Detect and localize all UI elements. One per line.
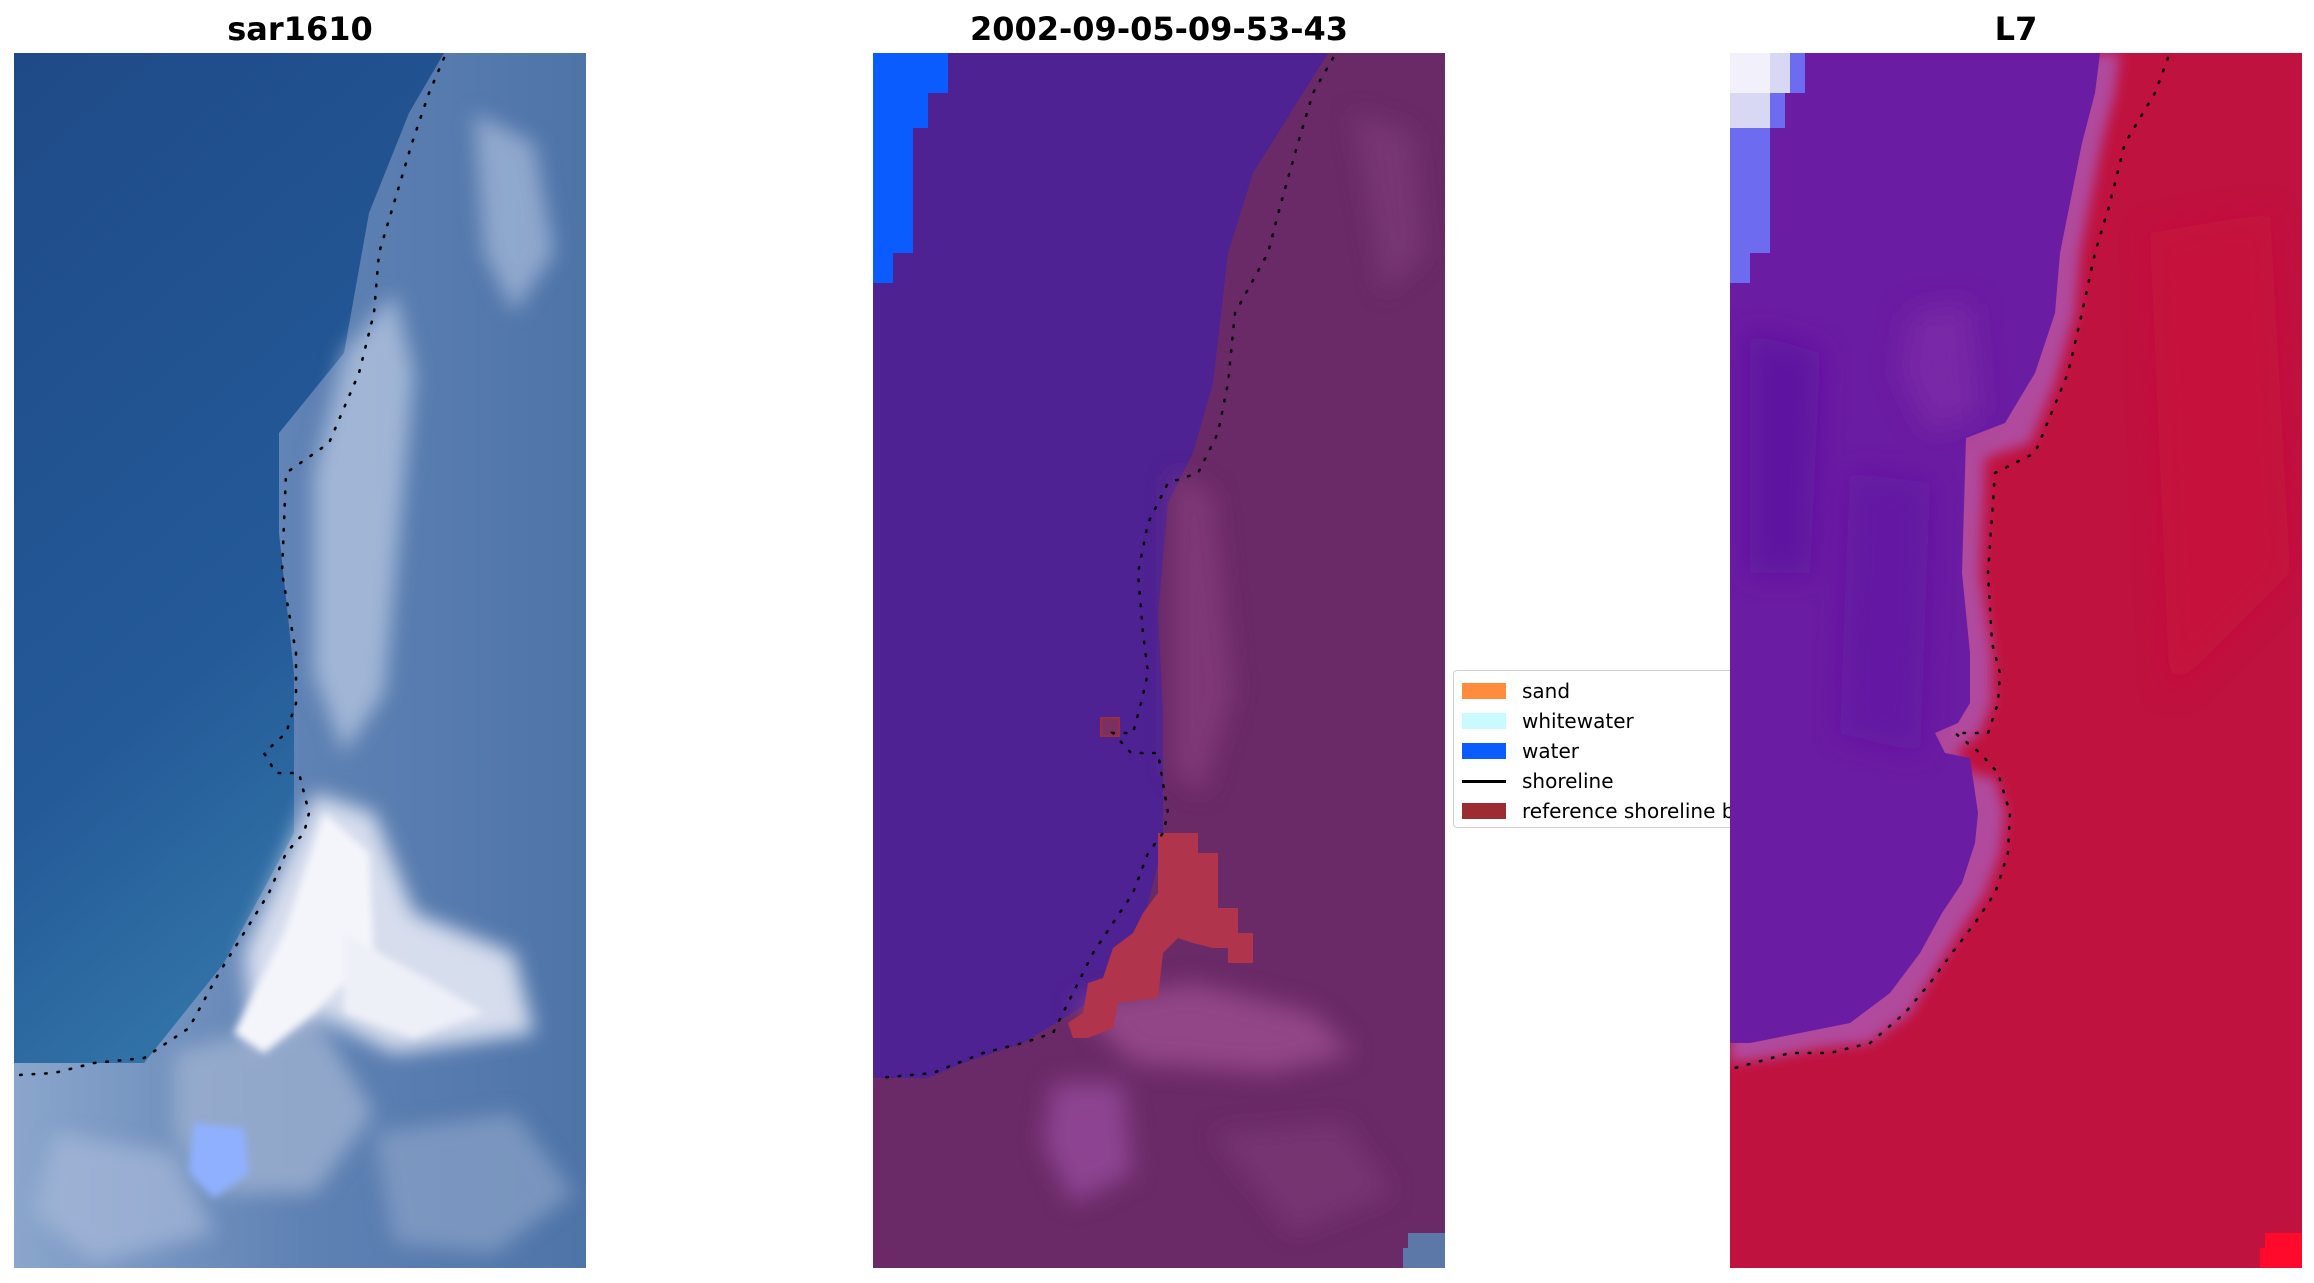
sand-swatch [1462,683,1506,699]
panel-title-date: 2002-09-05-09-53-43 [873,8,1445,50]
legend-item-water: water [1462,736,1579,766]
legend-item-reference-shoreline-buffer: reference shoreline buffer [1462,796,1730,826]
whitewater-swatch [1462,713,1506,729]
legend: sand whitewater water shoreline referenc… [1453,670,1730,828]
legend-label-water: water [1522,739,1579,763]
legend-label-shoreline: shoreline [1522,769,1614,793]
index-image [1730,53,2302,1268]
water-swatch [1462,743,1506,759]
classified-image [873,53,1445,1268]
panel-title-l7: L7 [1730,8,2302,50]
legend-item-whitewater: whitewater [1462,706,1634,736]
index-image-panel [1730,53,2302,1268]
rgb-image [14,53,586,1268]
legend-label-whitewater: whitewater [1522,709,1634,733]
classified-image-panel [873,53,1445,1268]
legend-label-reference-buffer: reference shoreline buffer [1522,799,1730,823]
reference-buffer-swatch [1462,803,1506,819]
legend-item-sand: sand [1462,676,1570,706]
rgb-image-panel [14,53,586,1268]
legend-label-sand: sand [1522,679,1570,703]
shoreline-line-swatch [1462,780,1506,783]
legend-item-shoreline: shoreline [1462,766,1614,796]
panel-title-sar: sar1610 [14,8,586,50]
